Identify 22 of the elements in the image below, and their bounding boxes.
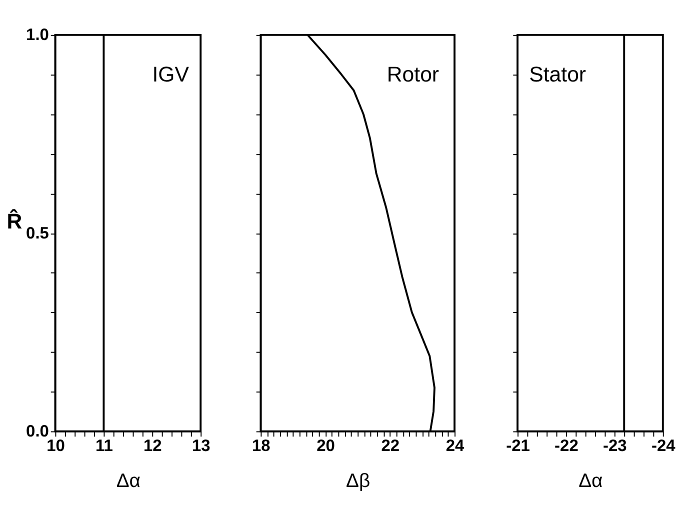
annotation: Stator: [529, 62, 586, 86]
x-tick-label: 20: [316, 437, 335, 456]
y-tick-label: 0.0: [26, 422, 49, 441]
y-axis-title: R̂: [6, 208, 22, 234]
x-axis-title: Δα: [116, 470, 140, 492]
x-tick-label: -21: [506, 437, 530, 456]
x-axis-title: Δα: [578, 470, 603, 492]
y-tick-label: 1.0: [26, 26, 49, 44]
x-tick-label: 22: [381, 437, 400, 456]
x-tick-label: 24: [446, 437, 466, 456]
y-tick-label: 0.5: [26, 224, 49, 242]
x-tick-label: -24: [651, 437, 676, 456]
x-tick-label: 13: [192, 437, 210, 456]
annotation: IGV: [152, 62, 190, 86]
x-tick-label: -22: [554, 437, 578, 456]
annotation: Rotor: [386, 62, 440, 86]
x-tick-label: 12: [143, 437, 162, 456]
x-tick-label: 18: [252, 437, 270, 456]
x-tick-label: 11: [95, 437, 113, 456]
x-tick-label: 10: [46, 437, 65, 456]
x-axis-title: Δβ: [346, 470, 370, 492]
x-tick-label: -23: [603, 437, 627, 456]
